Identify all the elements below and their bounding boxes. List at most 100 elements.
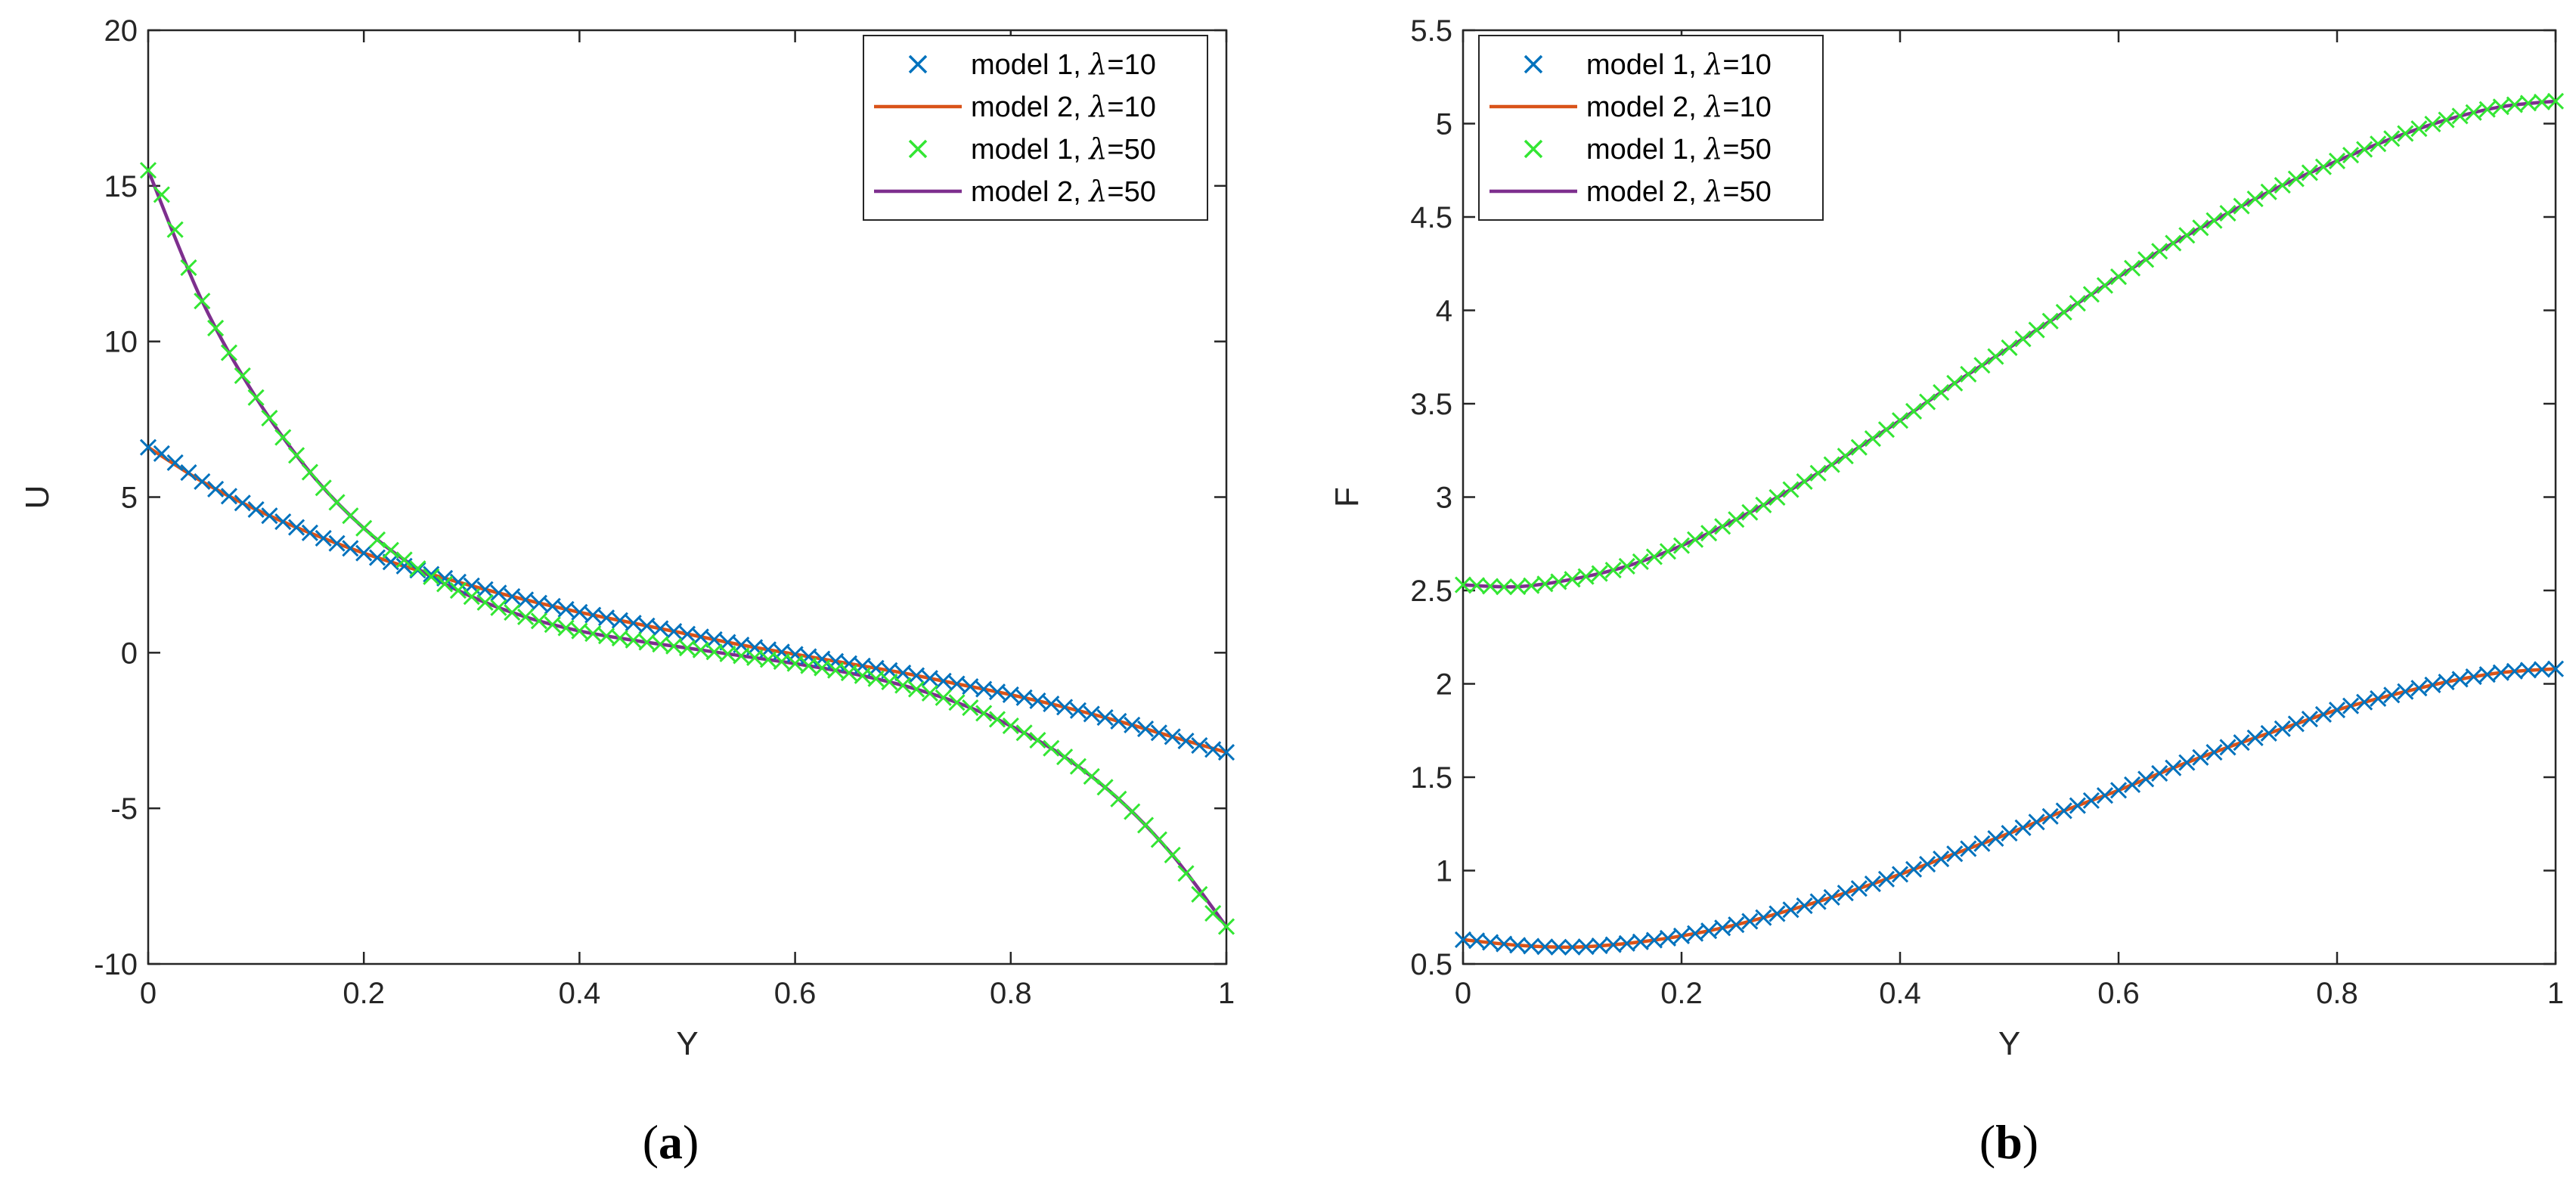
- series-marker-2: [1496, 578, 1513, 596]
- series-marker-0: [1096, 709, 1114, 727]
- series-marker-2: [2123, 259, 2141, 277]
- series-marker-2: [1686, 531, 1704, 548]
- series-marker-2: [1509, 578, 1527, 596]
- series-marker-0: [584, 606, 602, 624]
- series-marker-0: [1124, 716, 1141, 733]
- series-marker-2: [382, 541, 399, 559]
- series-marker-0: [288, 519, 305, 536]
- panel-caption-close: ): [683, 1115, 699, 1169]
- legend-entry-suffix: =50: [1722, 134, 1771, 166]
- series-marker-0: [1204, 741, 1222, 758]
- series-marker-2: [476, 593, 494, 611]
- series-marker-0: [2274, 720, 2291, 737]
- series-marker-2: [2014, 330, 2032, 348]
- legend-entry-suffix: =10: [1107, 49, 1155, 81]
- series-marker-2: [180, 259, 197, 277]
- series-marker-2: [2301, 164, 2318, 181]
- series-marker-0: [1823, 888, 1840, 906]
- series-marker-0: [1960, 840, 1977, 857]
- series-marker-0: [1618, 934, 1635, 952]
- series-marker-2: [652, 636, 669, 653]
- series-marker-2: [1768, 488, 1786, 507]
- series-marker-0: [274, 513, 292, 531]
- series-marker-0: [638, 617, 656, 634]
- series-marker-2: [1164, 846, 1181, 863]
- series-marker-2: [921, 684, 938, 702]
- y-tick-label: 3.5: [1410, 388, 1452, 421]
- legend-swatch-marker: [908, 139, 928, 159]
- series-marker-2: [2383, 130, 2401, 147]
- series-marker-0: [2069, 797, 2086, 814]
- series-marker-0: [678, 625, 696, 643]
- legend-entry-lambda: λ: [1703, 175, 1722, 208]
- series-marker-0: [490, 584, 507, 602]
- series-marker-2: [2506, 96, 2523, 113]
- series-marker-0: [2397, 683, 2414, 700]
- series-marker-2: [315, 479, 332, 497]
- series-marker-0: [2219, 739, 2237, 756]
- series-marker-0: [692, 628, 709, 646]
- legend-entry-label: model 1, λ=10: [971, 48, 1156, 81]
- series-marker-0: [2123, 776, 2141, 794]
- series-marker-2: [948, 694, 966, 711]
- series-marker-2: [854, 667, 871, 684]
- series-marker-0: [247, 500, 265, 519]
- series-marker-0: [2301, 711, 2318, 728]
- series-marker-2: [814, 659, 831, 677]
- legend-swatch-marker: [908, 54, 928, 74]
- legend-entry-suffix: =10: [1722, 91, 1771, 123]
- legend-entry-prefix: model 1,: [1586, 49, 1704, 81]
- series-marker-0: [436, 569, 454, 587]
- series-marker-2: [907, 680, 925, 698]
- series-marker-2: [1796, 473, 1813, 490]
- panel-caption-letter: b: [1995, 1115, 2023, 1169]
- series-marker-0: [504, 587, 521, 605]
- series-marker-2: [638, 634, 656, 651]
- series-marker-2: [234, 367, 251, 385]
- series-marker-2: [800, 657, 817, 674]
- series-marker-2: [1110, 790, 1127, 807]
- series-marker-0: [2328, 702, 2346, 719]
- y-tick-label: 20: [104, 14, 138, 48]
- y-tick-label: 5.5: [1410, 14, 1452, 48]
- series-marker-0: [1672, 927, 1691, 945]
- series-marker-2: [1454, 576, 1472, 593]
- y-tick-label: 10: [104, 326, 138, 359]
- series-marker-0: [1509, 937, 1527, 954]
- series-marker-2: [962, 699, 979, 717]
- series-marker-0: [1536, 938, 1554, 956]
- y-tick-label: 2: [1436, 668, 1452, 702]
- series-marker-2: [544, 616, 561, 634]
- legend-entry-suffix: =50: [1107, 134, 1155, 166]
- series-marker-2: [2451, 107, 2469, 125]
- x-tick-label: 0.6: [774, 977, 817, 1010]
- y-tick-label: 1: [1436, 855, 1452, 888]
- series-marker-0: [665, 622, 683, 640]
- series-marker-0: [261, 507, 278, 525]
- y-tick-label: 2.5: [1410, 575, 1452, 608]
- series-marker-0: [625, 615, 642, 632]
- series-marker-0: [328, 535, 346, 552]
- series-marker-0: [1946, 845, 1964, 863]
- series-marker-2: [1809, 464, 1827, 482]
- series-marker-2: [2246, 191, 2264, 208]
- series-marker-2: [1604, 562, 1622, 579]
- series-marker-0: [1768, 905, 1786, 922]
- series-marker-2: [517, 608, 535, 626]
- series-marker-0: [2383, 686, 2401, 704]
- series-marker-2: [2410, 120, 2428, 138]
- series-marker-0: [544, 597, 561, 615]
- series-marker-2: [2328, 152, 2346, 169]
- panel-caption: (b): [1979, 1115, 2038, 1169]
- panel-caption-close: ): [2023, 1115, 2038, 1169]
- series-marker-2: [827, 662, 845, 679]
- series-marker-2: [1946, 374, 1964, 392]
- series-marker-0: [1864, 875, 1881, 893]
- y-axis-label: U: [19, 485, 56, 510]
- series-marker-0: [2287, 715, 2305, 733]
- series-marker-0: [1933, 851, 1950, 868]
- series-marker-2: [1672, 537, 1691, 554]
- series-marker-0: [1136, 721, 1155, 738]
- series-marker-2: [786, 655, 804, 672]
- series-marker-2: [395, 551, 413, 569]
